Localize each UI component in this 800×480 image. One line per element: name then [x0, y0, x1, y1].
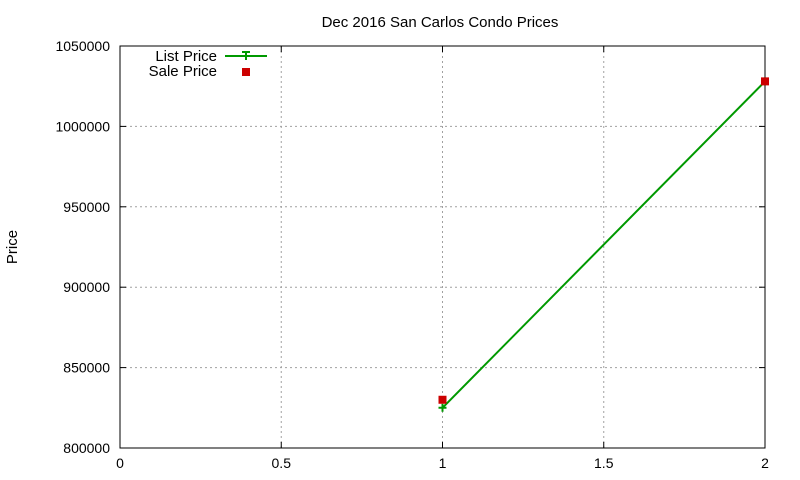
x-tick-label: 1.5: [594, 455, 614, 471]
x-tick-label: 0.5: [272, 455, 292, 471]
legend: List Price Sale Price: [149, 48, 267, 80]
chart-title: Dec 2016 San Carlos Condo Prices: [322, 14, 559, 31]
y-axis-label: Price: [4, 230, 21, 264]
y-tick-label: 800000: [63, 440, 110, 456]
grid: [120, 46, 765, 448]
list-price-point: [438, 403, 447, 412]
y-tick-label: 850000: [63, 360, 110, 376]
sale-price-point: [761, 77, 769, 86]
sale-price-point: [438, 395, 447, 404]
x-tick-label: 2: [761, 455, 769, 471]
y-tick-label: 900000: [63, 279, 110, 295]
x-tick-label: 0: [116, 455, 124, 471]
x-tick-label: 1: [439, 455, 447, 471]
series: [438, 77, 769, 412]
y-tick-label: 1000000: [55, 118, 110, 134]
legend-marker-list-price: [242, 51, 250, 60]
legend-label-sale-price: Sale Price: [149, 63, 217, 80]
list-price-line: [441, 80, 766, 409]
legend-marker-sale-price: [242, 68, 250, 76]
y-tick-label: 950000: [63, 199, 110, 215]
legend-label-list-price: List Price: [155, 48, 217, 65]
ticks: 0 0.5 1 1.5 2 800000 850000 900000 950000 1000000…: [55, 38, 769, 471]
y-tick-label: 1050000: [55, 38, 110, 54]
